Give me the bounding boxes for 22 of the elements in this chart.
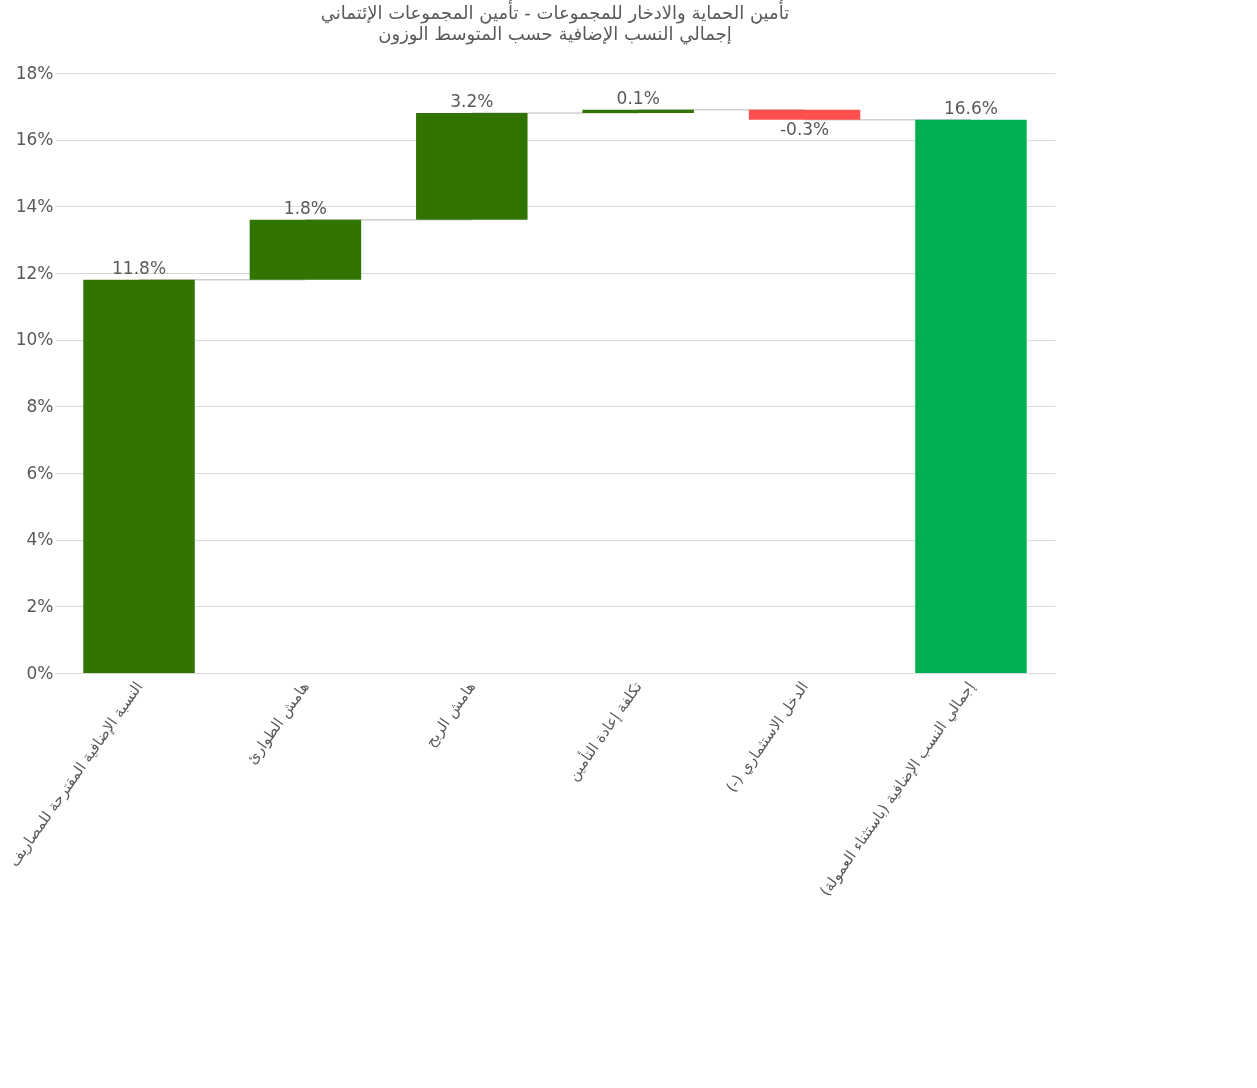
chart-subtitle: إجمالي النسب الإضافية حسب المتوسط الوزون xyxy=(378,23,732,45)
data-label: -0.3% xyxy=(779,118,830,139)
y-tick-label: 10% xyxy=(15,329,54,350)
data-label: 16.6% xyxy=(943,97,998,118)
data-label: 1.8% xyxy=(283,197,328,218)
x-tick-label: تكلفة إعادة التأمين xyxy=(562,677,646,785)
x-tick-label: (-) الدخل الاستثماري xyxy=(722,678,813,797)
y-tick-label: 8% xyxy=(26,395,54,416)
y-tick-label: 12% xyxy=(15,262,54,283)
y-tick-label: 18% xyxy=(15,62,54,83)
y-tick-label: 4% xyxy=(26,529,54,550)
data-label: 0.1% xyxy=(616,87,660,108)
chart-title: تأمين الحماية والادخار للمجموعات - تأمين المجموعات الإئتماني xyxy=(320,0,790,24)
y-tick-label: 16% xyxy=(15,129,54,150)
data-label: 11.8% xyxy=(112,257,167,278)
data-label: 3.2% xyxy=(450,91,494,111)
x-tick-label: هامش الطوارئ xyxy=(242,678,313,768)
y-tick-label: 2% xyxy=(26,595,54,616)
y-tick-label: 6% xyxy=(26,462,54,483)
x-tick-label: هامش الربح xyxy=(421,678,480,751)
y-tick-label: 14% xyxy=(15,195,54,216)
x-tick-label: إجمالي النسب الإضافية (باستثناء العمولة) xyxy=(816,678,980,900)
